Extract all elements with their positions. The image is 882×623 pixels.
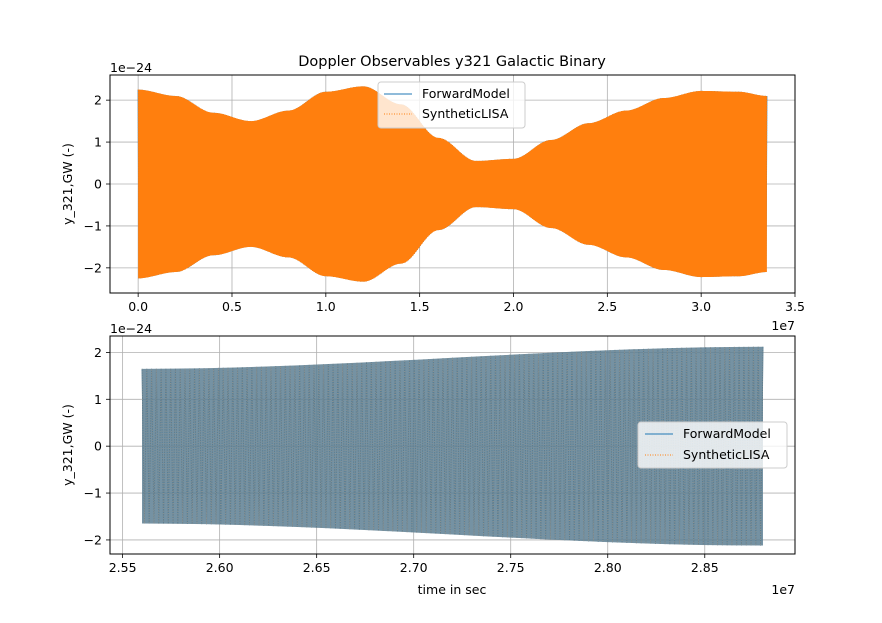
x-axis-label-bottom: time in sec [418, 582, 487, 597]
y-tick-label: −2 [84, 260, 102, 275]
y-tick-label: 0 [94, 439, 102, 454]
legend-box [637, 421, 788, 469]
x-tick-label: 1.5 [410, 299, 430, 314]
y-tick-label: 2 [94, 345, 102, 360]
y-tick-label: 1 [94, 392, 102, 407]
x-tick-label: 3.5 [785, 299, 805, 314]
x-tick-label: 2.55 [109, 560, 137, 575]
plot-area-top [137, 86, 768, 282]
x-tick-label: 2.75 [497, 560, 525, 575]
plot-area-bottom [141, 346, 764, 546]
chart-panel-bottom: 2.55 2.60 2.65 2.70 2.75 2.80 2.85 −2 −1 0 1 2 1e−2… [60, 321, 796, 597]
chart-title: Doppler Observables y321 Galactic Binary [298, 54, 606, 70]
y-tick-label: −2 [84, 532, 102, 547]
y-axis-label-bottom: y_321,GW (-) [60, 404, 75, 486]
legend-box [377, 81, 526, 129]
x-offset-text-top: 1e7 [771, 318, 795, 333]
legend-label-syntheticlisa: SyntheticLISA [422, 106, 509, 121]
y-tick-label: 1 [94, 135, 102, 150]
legend-bottom: ForwardModel SyntheticLISA [637, 421, 788, 469]
x-tick-label: 0.5 [222, 299, 242, 314]
ticks-bottom: 2.55 2.60 2.65 2.70 2.75 2.80 2.85 −2 −1 0 1 2 [84, 345, 719, 575]
legend-top: ForwardModel SyntheticLISA [377, 81, 526, 129]
y-offset-text-bottom: 1e−24 [110, 321, 152, 336]
x-tick-label: 3.0 [691, 299, 711, 314]
x-tick-label: 2.65 [303, 560, 331, 575]
x-tick-label: 2.5 [597, 299, 617, 314]
x-tick-label: 0.0 [128, 299, 148, 314]
y-tick-label: −1 [84, 218, 102, 233]
series-fill-syntheticlisa [138, 86, 767, 282]
axes-frame-bottom [109, 335, 796, 555]
x-tick-label: 2.0 [504, 299, 524, 314]
x-tick-label: 2.80 [594, 560, 622, 575]
y-tick-label: −1 [84, 486, 102, 501]
x-tick-label: 2.60 [206, 560, 234, 575]
y-tick-label: 0 [94, 177, 102, 192]
chart-panel-top: Doppler Observables y321 Galactic Binary… [60, 54, 805, 333]
x-tick-label: 1.0 [316, 299, 336, 314]
series-fill-forwardmodel [142, 346, 763, 546]
x-offset-text-bottom: 1e7 [771, 582, 795, 597]
legend-label-forwardmodel: ForwardModel [683, 426, 771, 441]
y-offset-text-top: 1e−24 [110, 60, 152, 75]
y-axis-label-top: y_321,GW (-) [60, 143, 75, 225]
ticks-top: 0.0 0.5 1.0 1.5 2.0 2.5 3.0 3.5 −2 −1 0 1 2 [84, 93, 805, 314]
y-tick-label: 2 [94, 93, 102, 108]
x-tick-label: 2.85 [691, 560, 719, 575]
legend-label-forwardmodel: ForwardModel [422, 86, 510, 101]
legend-label-syntheticlisa: SyntheticLISA [683, 447, 770, 462]
x-tick-label: 2.70 [400, 560, 428, 575]
